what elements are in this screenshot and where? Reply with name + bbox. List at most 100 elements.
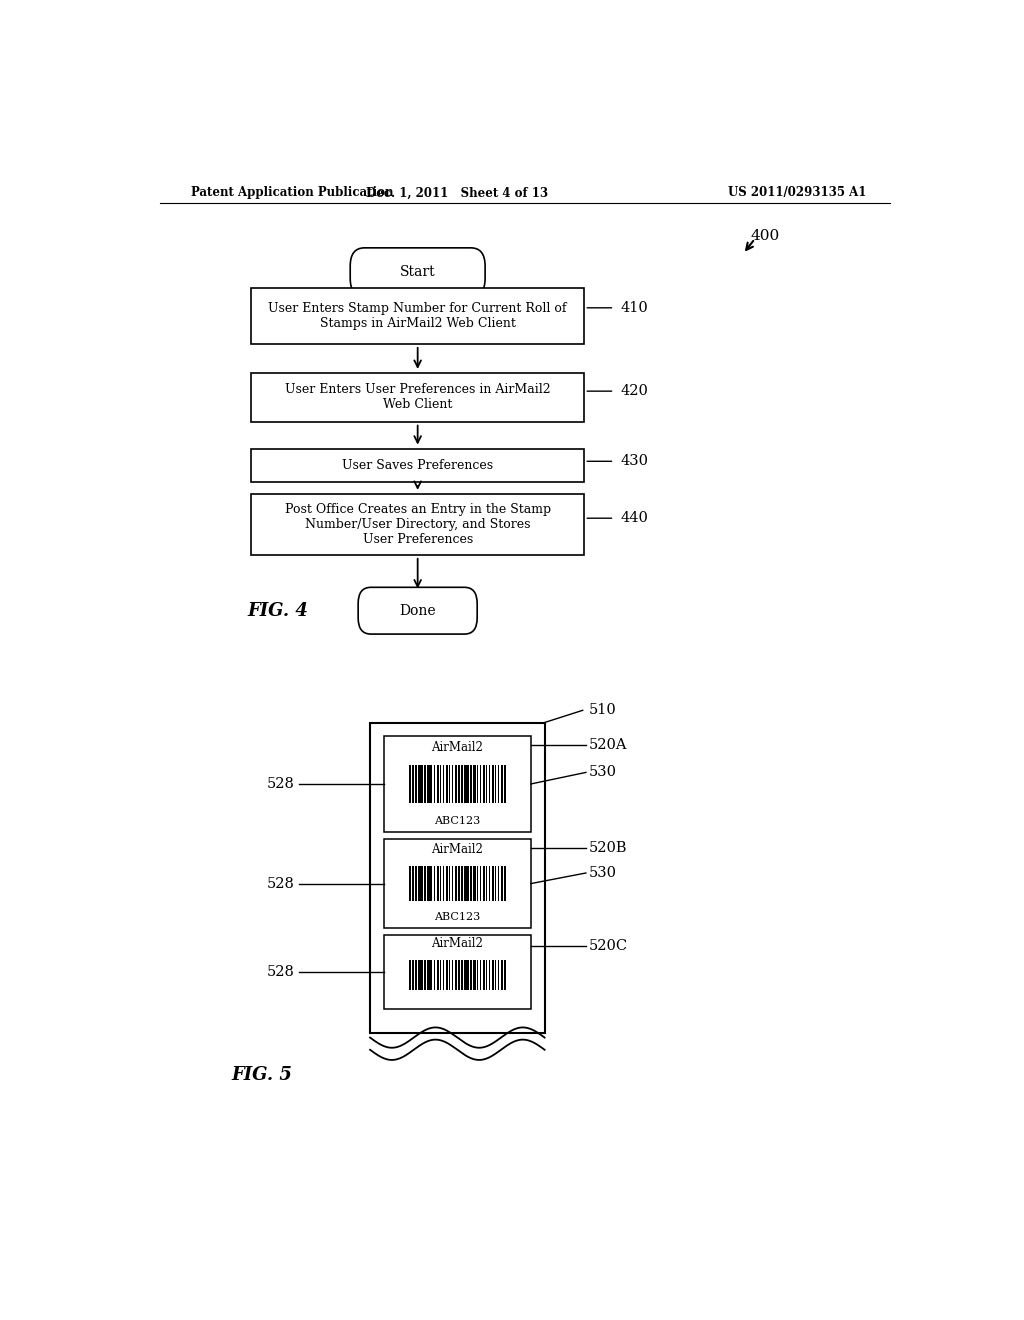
Text: 420: 420 bbox=[620, 384, 648, 399]
Bar bbox=[418, 960, 421, 990]
Bar bbox=[470, 866, 472, 902]
Bar bbox=[445, 866, 449, 902]
Text: 530: 530 bbox=[588, 866, 616, 880]
Text: 530: 530 bbox=[588, 766, 616, 779]
Bar bbox=[464, 866, 467, 902]
Bar bbox=[473, 960, 476, 990]
Bar bbox=[384, 840, 530, 928]
Bar bbox=[412, 866, 414, 902]
Bar bbox=[427, 960, 430, 990]
Bar bbox=[427, 764, 430, 804]
Bar bbox=[370, 722, 545, 1032]
Bar bbox=[433, 866, 435, 902]
Text: AirMail2: AirMail2 bbox=[431, 741, 483, 754]
Text: Start: Start bbox=[399, 265, 435, 280]
Bar bbox=[470, 960, 472, 990]
Text: 440: 440 bbox=[620, 511, 648, 525]
Bar bbox=[501, 960, 504, 990]
Bar bbox=[442, 960, 444, 990]
Bar bbox=[482, 764, 485, 804]
Text: FIG. 4: FIG. 4 bbox=[247, 602, 308, 619]
Bar bbox=[455, 960, 458, 990]
Text: Done: Done bbox=[399, 603, 436, 618]
Bar bbox=[409, 960, 412, 990]
Bar bbox=[498, 866, 500, 902]
Bar bbox=[473, 866, 476, 902]
Bar bbox=[458, 866, 460, 902]
Bar bbox=[433, 960, 435, 990]
Bar bbox=[461, 960, 463, 990]
Text: Dec. 1, 2011   Sheet 4 of 13: Dec. 1, 2011 Sheet 4 of 13 bbox=[367, 186, 549, 199]
Bar bbox=[418, 866, 421, 902]
Bar bbox=[430, 960, 432, 990]
Text: US 2011/0293135 A1: US 2011/0293135 A1 bbox=[728, 186, 866, 199]
Text: User Enters User Preferences in AirMail2
Web Client: User Enters User Preferences in AirMail2… bbox=[285, 383, 551, 412]
Bar bbox=[421, 960, 423, 990]
Bar bbox=[461, 866, 463, 902]
Bar bbox=[479, 960, 481, 990]
Text: Patent Application Publication: Patent Application Publication bbox=[191, 186, 394, 199]
Bar bbox=[479, 764, 481, 804]
Text: 528: 528 bbox=[267, 777, 295, 791]
FancyBboxPatch shape bbox=[251, 288, 585, 345]
Bar bbox=[485, 866, 487, 902]
Text: 430: 430 bbox=[620, 454, 648, 469]
Bar bbox=[436, 960, 439, 990]
Bar bbox=[495, 960, 497, 990]
Bar bbox=[485, 960, 487, 990]
Bar bbox=[488, 960, 490, 990]
Bar bbox=[501, 764, 504, 804]
Bar bbox=[415, 866, 417, 902]
Bar bbox=[492, 764, 495, 804]
Bar bbox=[427, 866, 430, 902]
Bar bbox=[442, 866, 444, 902]
Text: ABC123: ABC123 bbox=[434, 816, 480, 826]
Bar bbox=[464, 764, 467, 804]
Bar bbox=[495, 764, 497, 804]
Bar bbox=[495, 866, 497, 902]
Bar bbox=[384, 735, 530, 833]
Bar bbox=[412, 764, 414, 804]
Text: 528: 528 bbox=[267, 876, 295, 891]
Bar bbox=[467, 764, 469, 804]
Text: User Enters Stamp Number for Current Roll of
Stamps in AirMail2 Web Client: User Enters Stamp Number for Current Rol… bbox=[268, 302, 567, 330]
Bar bbox=[439, 960, 441, 990]
Bar bbox=[449, 960, 451, 990]
FancyBboxPatch shape bbox=[350, 248, 485, 297]
Bar bbox=[476, 764, 478, 804]
Text: ABC123: ABC123 bbox=[434, 912, 480, 923]
Bar bbox=[436, 866, 439, 902]
Bar bbox=[442, 764, 444, 804]
Bar bbox=[488, 764, 490, 804]
Text: 520A: 520A bbox=[588, 738, 627, 752]
Text: 520B: 520B bbox=[588, 841, 627, 855]
Bar bbox=[424, 960, 426, 990]
Bar bbox=[467, 960, 469, 990]
Bar bbox=[458, 960, 460, 990]
Bar bbox=[424, 866, 426, 902]
Bar bbox=[485, 764, 487, 804]
Bar bbox=[498, 764, 500, 804]
Text: AirMail2: AirMail2 bbox=[431, 937, 483, 950]
FancyBboxPatch shape bbox=[251, 494, 585, 554]
Bar bbox=[501, 866, 504, 902]
Bar bbox=[452, 764, 454, 804]
Bar bbox=[504, 764, 506, 804]
Bar bbox=[384, 935, 530, 1008]
Bar bbox=[418, 764, 421, 804]
Text: User Saves Preferences: User Saves Preferences bbox=[342, 459, 494, 471]
Bar bbox=[470, 764, 472, 804]
Text: AirMail2: AirMail2 bbox=[431, 843, 483, 857]
Text: 528: 528 bbox=[267, 965, 295, 979]
Bar bbox=[482, 960, 485, 990]
Bar bbox=[421, 866, 423, 902]
Bar bbox=[504, 866, 506, 902]
Text: FIG. 5: FIG. 5 bbox=[231, 1067, 292, 1084]
Bar bbox=[436, 764, 439, 804]
Bar bbox=[455, 764, 458, 804]
Bar bbox=[445, 764, 449, 804]
Text: 400: 400 bbox=[751, 228, 780, 243]
Bar bbox=[449, 866, 451, 902]
Bar bbox=[482, 866, 485, 902]
Bar bbox=[452, 866, 454, 902]
